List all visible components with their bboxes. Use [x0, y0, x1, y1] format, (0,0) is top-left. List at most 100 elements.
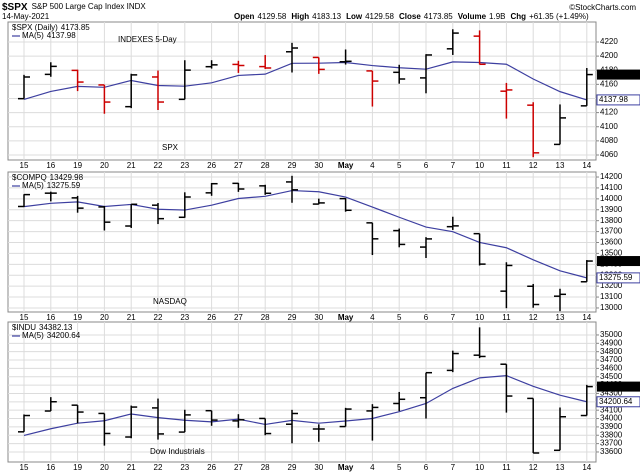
x-tick-label: 30 [314, 161, 323, 170]
y-tick-label: 13700 [600, 227, 623, 236]
y-tick-label: 4200 [600, 51, 618, 60]
x-tick-label: 30 [314, 463, 323, 472]
y-tick-label: 34300 [600, 389, 623, 398]
x-tick-label: 26 [207, 161, 216, 170]
legend-value: 13429.98 [50, 173, 84, 182]
x-tick-label: 10 [475, 463, 484, 472]
x-tick-label: May [338, 463, 354, 472]
x-tick-label: May [338, 313, 354, 322]
x-tick-label: 16 [46, 463, 55, 472]
legend-value: 34200.64 [47, 331, 81, 340]
legend-name: MA(5) [22, 181, 44, 190]
x-tick-label: 20 [100, 313, 109, 322]
legend-name: $SPX (Daily) [12, 23, 58, 32]
x-tick-label: 26 [207, 313, 216, 322]
legend-ma: MA(5) 4137.98 [22, 31, 76, 40]
x-tick-label: 5 [397, 313, 402, 322]
legend-price: $INDU 34382.13 [12, 323, 73, 332]
quote-value: 4183.13 [312, 12, 341, 21]
x-tick-label: 14 [582, 313, 591, 322]
x-tick-label: 14 [582, 463, 591, 472]
x-tick-label: 5 [397, 463, 402, 472]
x-tick-label: 27 [234, 313, 243, 322]
y-tick-label: 13500 [600, 249, 623, 258]
x-tick-label: 15 [20, 313, 29, 322]
x-tick-label: 13 [556, 463, 565, 472]
legend-ma: MA(5) 34200.64 [22, 331, 81, 340]
y-tick-label: 34100 [600, 405, 623, 414]
x-tick-label: 12 [529, 161, 538, 170]
x-tick-label: 22 [154, 463, 163, 472]
x-tick-label: 4 [370, 313, 375, 322]
y-tick-label: 4100 [600, 122, 618, 131]
x-tick-label: 21 [127, 313, 136, 322]
legend-price: $SPX (Daily) 4173.85 [12, 23, 90, 32]
x-tick-label: 4 [370, 161, 375, 170]
legend-value: 4173.85 [61, 23, 90, 32]
y-tick-label: 34700 [600, 355, 623, 364]
quote-label: Close [399, 12, 421, 21]
x-tick-label: 20 [100, 161, 109, 170]
y-tick-label: 33800 [600, 430, 623, 439]
quote: Open 4129.58 High 4183.13 Low 4129.58 Close 417… [234, 12, 589, 21]
close-box [597, 381, 640, 392]
y-tick-label: 13100 [600, 292, 623, 301]
x-tick-label: 10 [475, 161, 484, 170]
x-tick-label: 15 [20, 161, 29, 170]
x-tick-label: 29 [288, 313, 297, 322]
annotation: SPX [162, 143, 179, 152]
quote-label: Chg [511, 12, 527, 21]
x-tick-label: 28 [261, 161, 270, 170]
x-tick-label: 29 [288, 161, 297, 170]
y-tick-label: 13200 [600, 281, 623, 290]
x-tick-label: 21 [127, 463, 136, 472]
x-tick-label: 16 [46, 313, 55, 322]
y-tick-label: 4220 [600, 37, 618, 46]
x-tick-label: 27 [234, 463, 243, 472]
x-tick-label: 6 [424, 463, 429, 472]
header-title: $SPX S&P 500 Large Cap Index INDX [2, 2, 146, 13]
annotation: Dow Industrials [150, 447, 205, 456]
x-tick-label: 5 [397, 161, 402, 170]
x-tick-label: 28 [261, 463, 270, 472]
x-tick-label: 29 [288, 463, 297, 472]
x-tick-label: 11 [502, 313, 511, 322]
legend-value: 13275.59 [47, 181, 81, 190]
x-tick-label: 22 [154, 161, 163, 170]
y-tick-label: 4120 [600, 108, 618, 117]
ma-box [596, 396, 640, 408]
x-tick-label: 12 [529, 463, 538, 472]
x-tick-label: 14 [582, 161, 591, 170]
x-tick-label: 7 [451, 313, 456, 322]
y-tick-label: 34500 [600, 372, 623, 381]
quote-label: High [291, 12, 309, 21]
quote-value: +61.35 (+1.49%) [529, 12, 589, 21]
y-tick-label: 33900 [600, 422, 623, 431]
x-tick-label: 27 [234, 161, 243, 170]
y-tick-label: 14100 [600, 183, 623, 192]
ma-value: 34200.64 [599, 397, 633, 406]
x-tick-label: 11 [502, 161, 511, 170]
x-tick-label: 26 [207, 463, 216, 472]
credit: ©StockCharts.com [569, 3, 636, 12]
quote-value: 4129.58 [365, 12, 394, 21]
x-tick-label: 20 [100, 463, 109, 472]
legend-name: MA(5) [22, 331, 44, 340]
quote-label: Open [234, 12, 255, 21]
quote-value: 4173.85 [424, 12, 453, 21]
x-tick-label: 10 [475, 313, 484, 322]
legend-name: MA(5) [22, 31, 44, 40]
legend-value: 34382.13 [39, 323, 73, 332]
x-tick-label: 7 [451, 161, 456, 170]
quote-label: Low [346, 12, 363, 21]
y-tick-label: 4160 [600, 79, 618, 88]
x-tick-label: 19 [73, 463, 82, 472]
x-tick-label: 6 [424, 161, 429, 170]
ma-value: 13275.59 [599, 273, 633, 282]
ma-line [23, 374, 587, 437]
legend-name: $COMPQ [12, 173, 47, 182]
x-tick-label: 23 [180, 313, 189, 322]
y-tick-label: 13800 [600, 216, 623, 225]
x-tick-label: May [338, 161, 354, 170]
close-value: 34382.13 [599, 382, 633, 391]
